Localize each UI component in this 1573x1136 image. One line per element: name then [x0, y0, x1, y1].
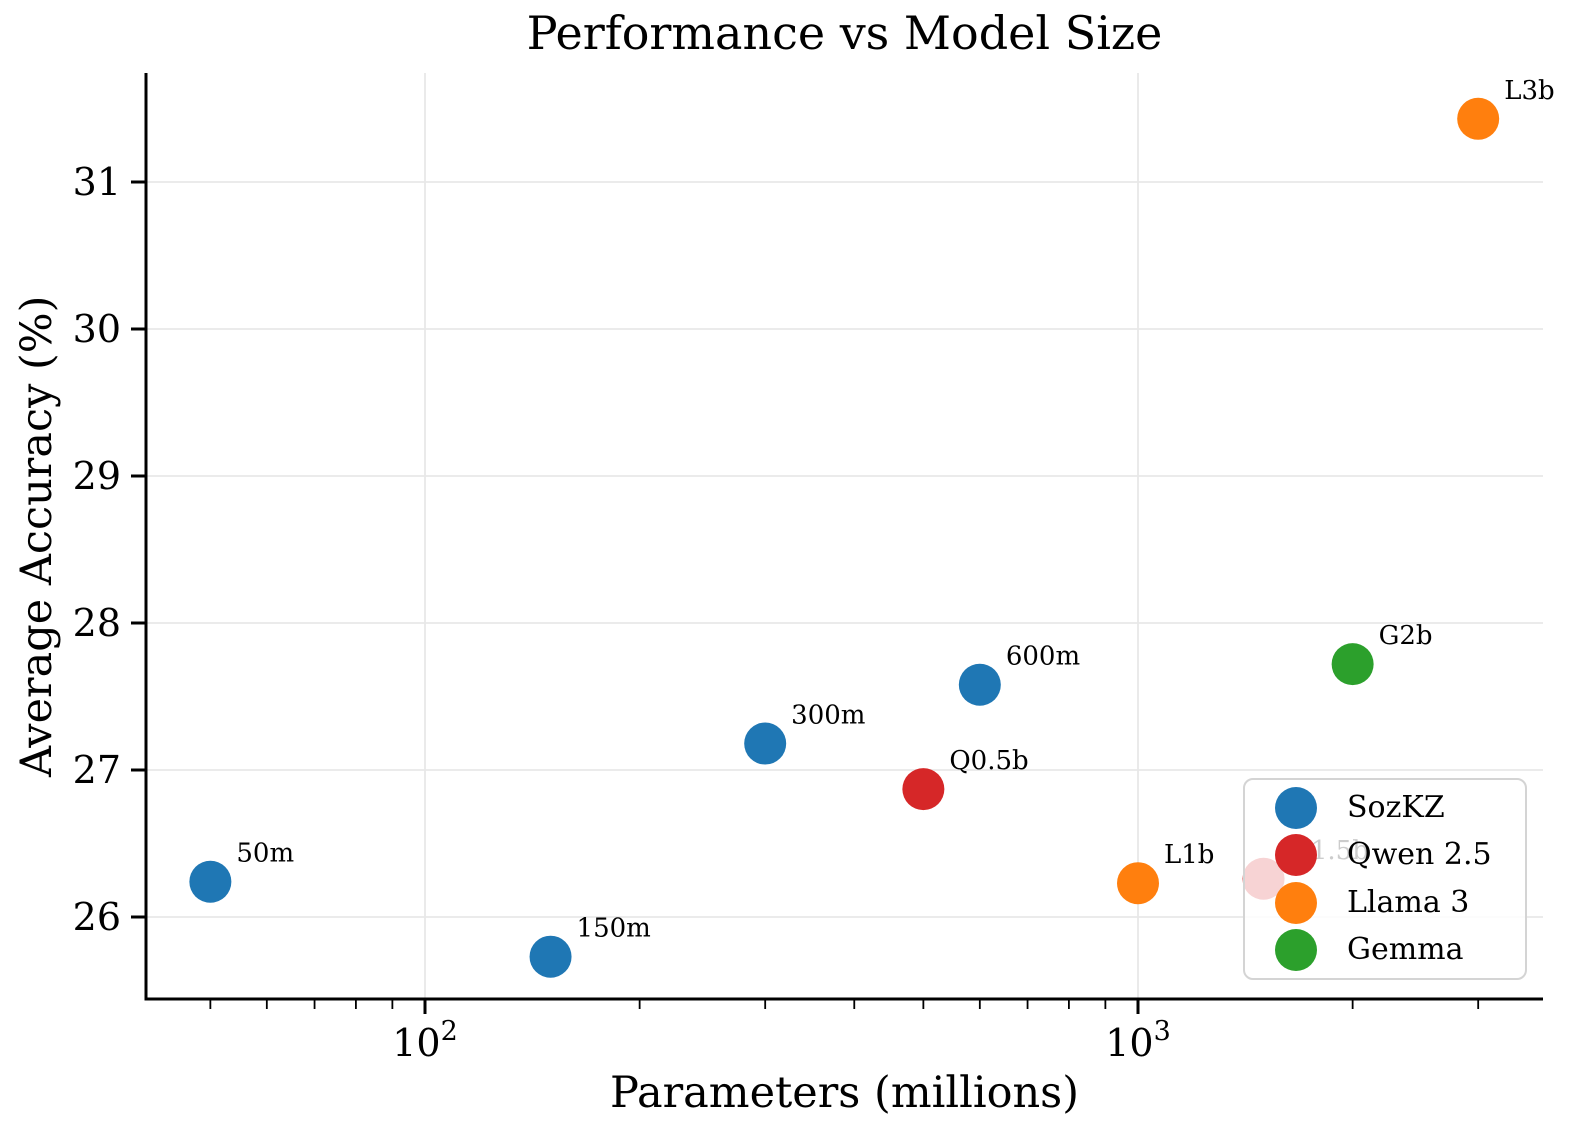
data-point-label: L3b	[1504, 76, 1554, 106]
legend-label: SozKZ	[1347, 789, 1445, 825]
data-point-label: 150m	[577, 914, 651, 944]
data-point	[1117, 862, 1159, 905]
y-tick-label: 27	[73, 748, 121, 792]
chart-title: Performance vs Model Size	[526, 6, 1163, 60]
legend-item: SozKZ	[1275, 786, 1525, 829]
y-tick-label: 26	[73, 895, 121, 939]
legend-item: Llama 3	[1275, 881, 1525, 924]
y-tick-label: 30	[73, 307, 121, 351]
legend-marker-icon	[1275, 786, 1317, 829]
x-tick-label: 103	[1105, 1016, 1171, 1065]
data-point	[744, 722, 787, 765]
data-point	[1457, 97, 1500, 140]
data-point	[1331, 643, 1374, 686]
legend-item: Gemma	[1275, 929, 1525, 972]
legend-label: Gemma	[1347, 932, 1464, 968]
data-point	[529, 935, 572, 978]
data-point	[958, 663, 1001, 706]
legend-marker-icon	[1275, 929, 1317, 972]
legend-item: Qwen 2.5	[1275, 834, 1525, 877]
legend: SozKZ Qwen 2.5 Llama 3 Gemma	[1243, 778, 1527, 980]
data-point-label: G2b	[1379, 621, 1433, 651]
data-point-label: Q0.5b	[949, 746, 1028, 776]
data-point	[189, 860, 232, 903]
y-tick-label: 31	[73, 160, 121, 204]
legend-marker-icon	[1275, 834, 1317, 877]
legend-label: Llama 3	[1347, 884, 1470, 920]
x-axis-title: Parameters (millions)	[609, 1068, 1080, 1118]
y-tick-label: 28	[73, 601, 121, 645]
y-axis-title: Average Accuracy (%)	[12, 295, 62, 777]
data-point-label: 300m	[791, 701, 865, 731]
legend-label: Qwen 2.5	[1347, 837, 1492, 873]
data-point	[902, 768, 945, 811]
y-tick-label: 29	[73, 454, 121, 498]
legend-marker-icon	[1275, 881, 1317, 924]
data-point-label: 50m	[236, 839, 294, 869]
data-point-label: 600m	[1006, 642, 1080, 672]
x-tick-label: 102	[392, 1016, 458, 1065]
data-point-label: L1b	[1164, 840, 1214, 870]
